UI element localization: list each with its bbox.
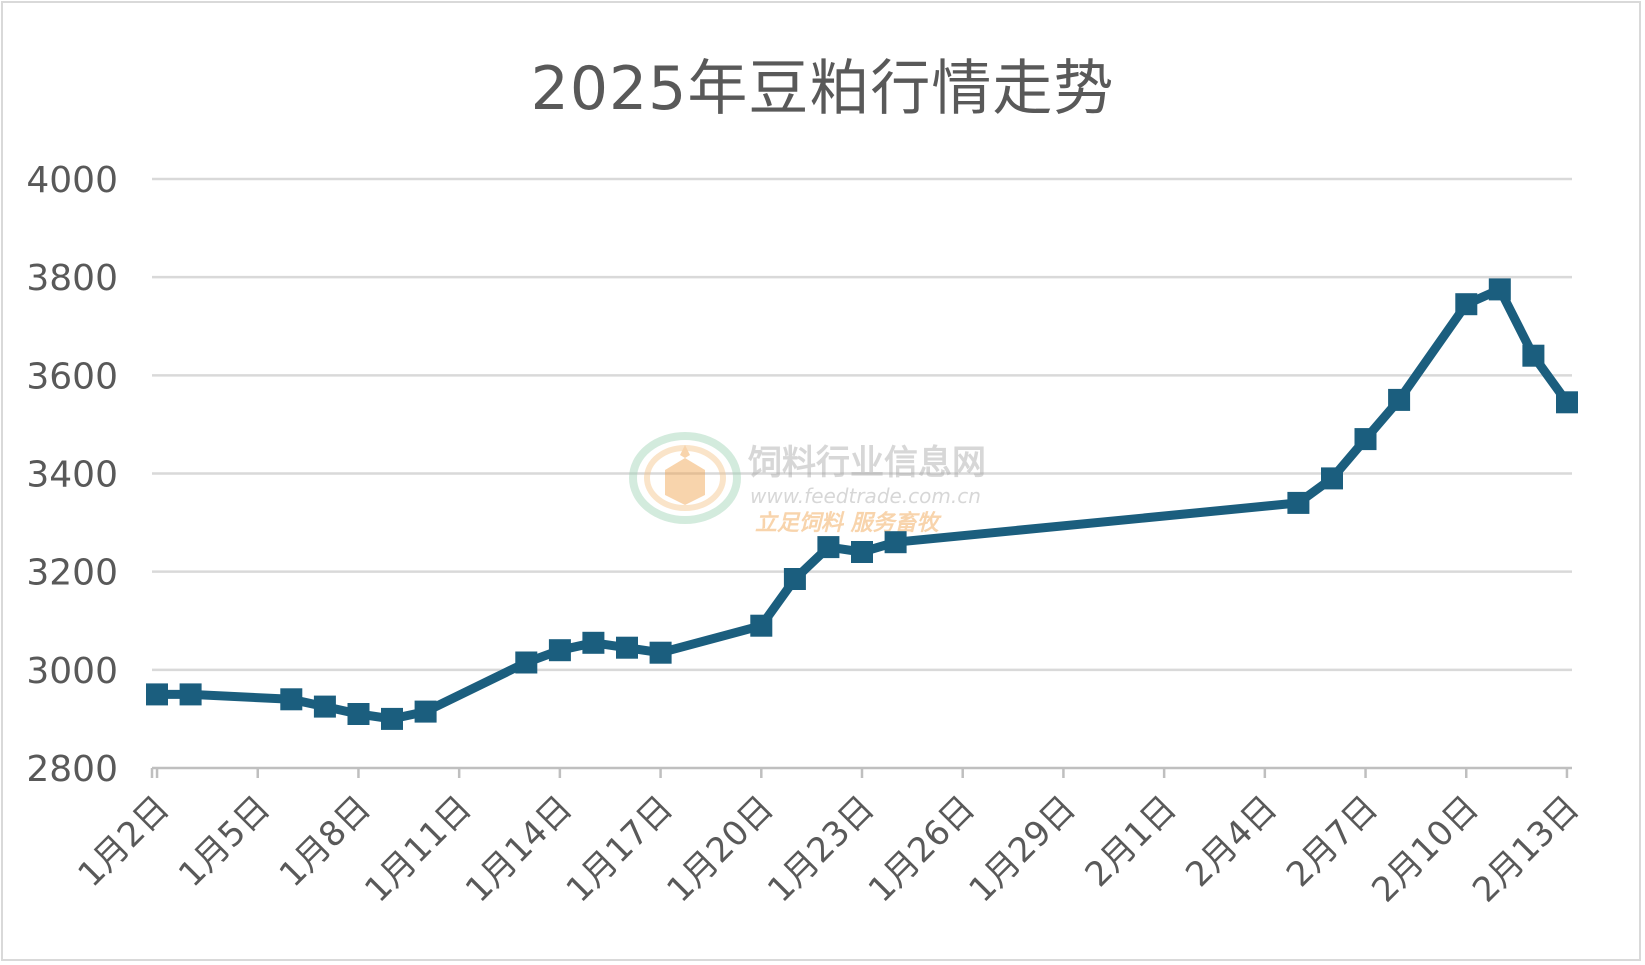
x-tick-label: 1月5日 — [171, 788, 278, 895]
x-tick-label: 1月23日 — [760, 788, 882, 910]
data-point-marker — [582, 631, 605, 654]
x-tick-label: 1月2日 — [70, 788, 177, 895]
data-point-marker — [548, 639, 571, 662]
grid-layer: 2800 3000 3200 3400 3600 3800 4000 — [26, 160, 1572, 790]
x-tick-label: 1月17日 — [559, 788, 681, 910]
data-point-marker — [817, 536, 840, 559]
data-point-marker — [1321, 467, 1343, 490]
data-point-marker — [1488, 278, 1511, 301]
data-point-marker — [616, 636, 638, 659]
data-point-marker — [313, 695, 336, 718]
data-point-marker — [1287, 491, 1310, 514]
y-tick-label: 3800 — [26, 258, 118, 299]
data-point-marker — [1354, 428, 1377, 451]
watermark-slogan: 立足饲料 服务畜牧 — [755, 510, 943, 536]
data-point-marker — [1522, 344, 1545, 367]
y-tick-label: 3000 — [26, 651, 118, 692]
y-tick-label: 3200 — [26, 553, 118, 594]
y-tick-label: 3400 — [26, 455, 118, 496]
x-tick-label: 1月20日 — [659, 788, 781, 910]
y-tick-label: 4000 — [26, 160, 118, 201]
data-point-marker — [280, 688, 303, 711]
data-point-marker — [783, 568, 806, 590]
data-point-marker — [1388, 388, 1411, 411]
y-tick-label: 3600 — [26, 356, 118, 397]
feedtrade-logo-icon — [629, 432, 741, 524]
y-tick-label: 2800 — [26, 749, 118, 790]
chart-title: 2025年豆粕行情走势 — [530, 54, 1115, 124]
data-point-marker — [750, 614, 773, 637]
data-point-marker — [146, 683, 168, 706]
x-tick-label: 1月29日 — [962, 788, 1084, 910]
x-tick-label: 2月10日 — [1364, 788, 1486, 910]
data-point-marker — [347, 703, 370, 725]
data-point-marker — [649, 641, 672, 664]
data-point-marker — [851, 541, 873, 563]
watermark-url: www.feedtrade.com.cn — [750, 484, 981, 508]
data-point-marker — [1556, 391, 1578, 414]
x-tick-label: 1月14日 — [458, 788, 580, 910]
data-point-marker — [381, 707, 403, 730]
data-point-marker — [515, 651, 538, 674]
x-tick-label: 1月26日 — [861, 788, 983, 910]
watermark: 饲料行业信息网 www.feedtrade.com.cn 立足饲料 服务畜牧 — [629, 432, 986, 536]
data-point-marker — [414, 700, 437, 723]
x-tick-label: 2月4日 — [1178, 788, 1285, 895]
data-point-marker — [179, 683, 202, 706]
x-tick-label: 2月1日 — [1078, 788, 1185, 895]
data-point-marker — [884, 531, 907, 554]
x-tick-label: 2月13日 — [1465, 788, 1587, 910]
x-tick-label: 1月11日 — [357, 788, 479, 910]
watermark-name: 饲料行业信息网 — [748, 443, 986, 483]
data-marker-layer — [146, 278, 1578, 730]
x-tick-label-layer: 1月2日1月5日1月8日1月11日1月14日1月17日1月20日1月23日1月2… — [70, 788, 1587, 910]
data-point-marker — [1455, 293, 1478, 316]
